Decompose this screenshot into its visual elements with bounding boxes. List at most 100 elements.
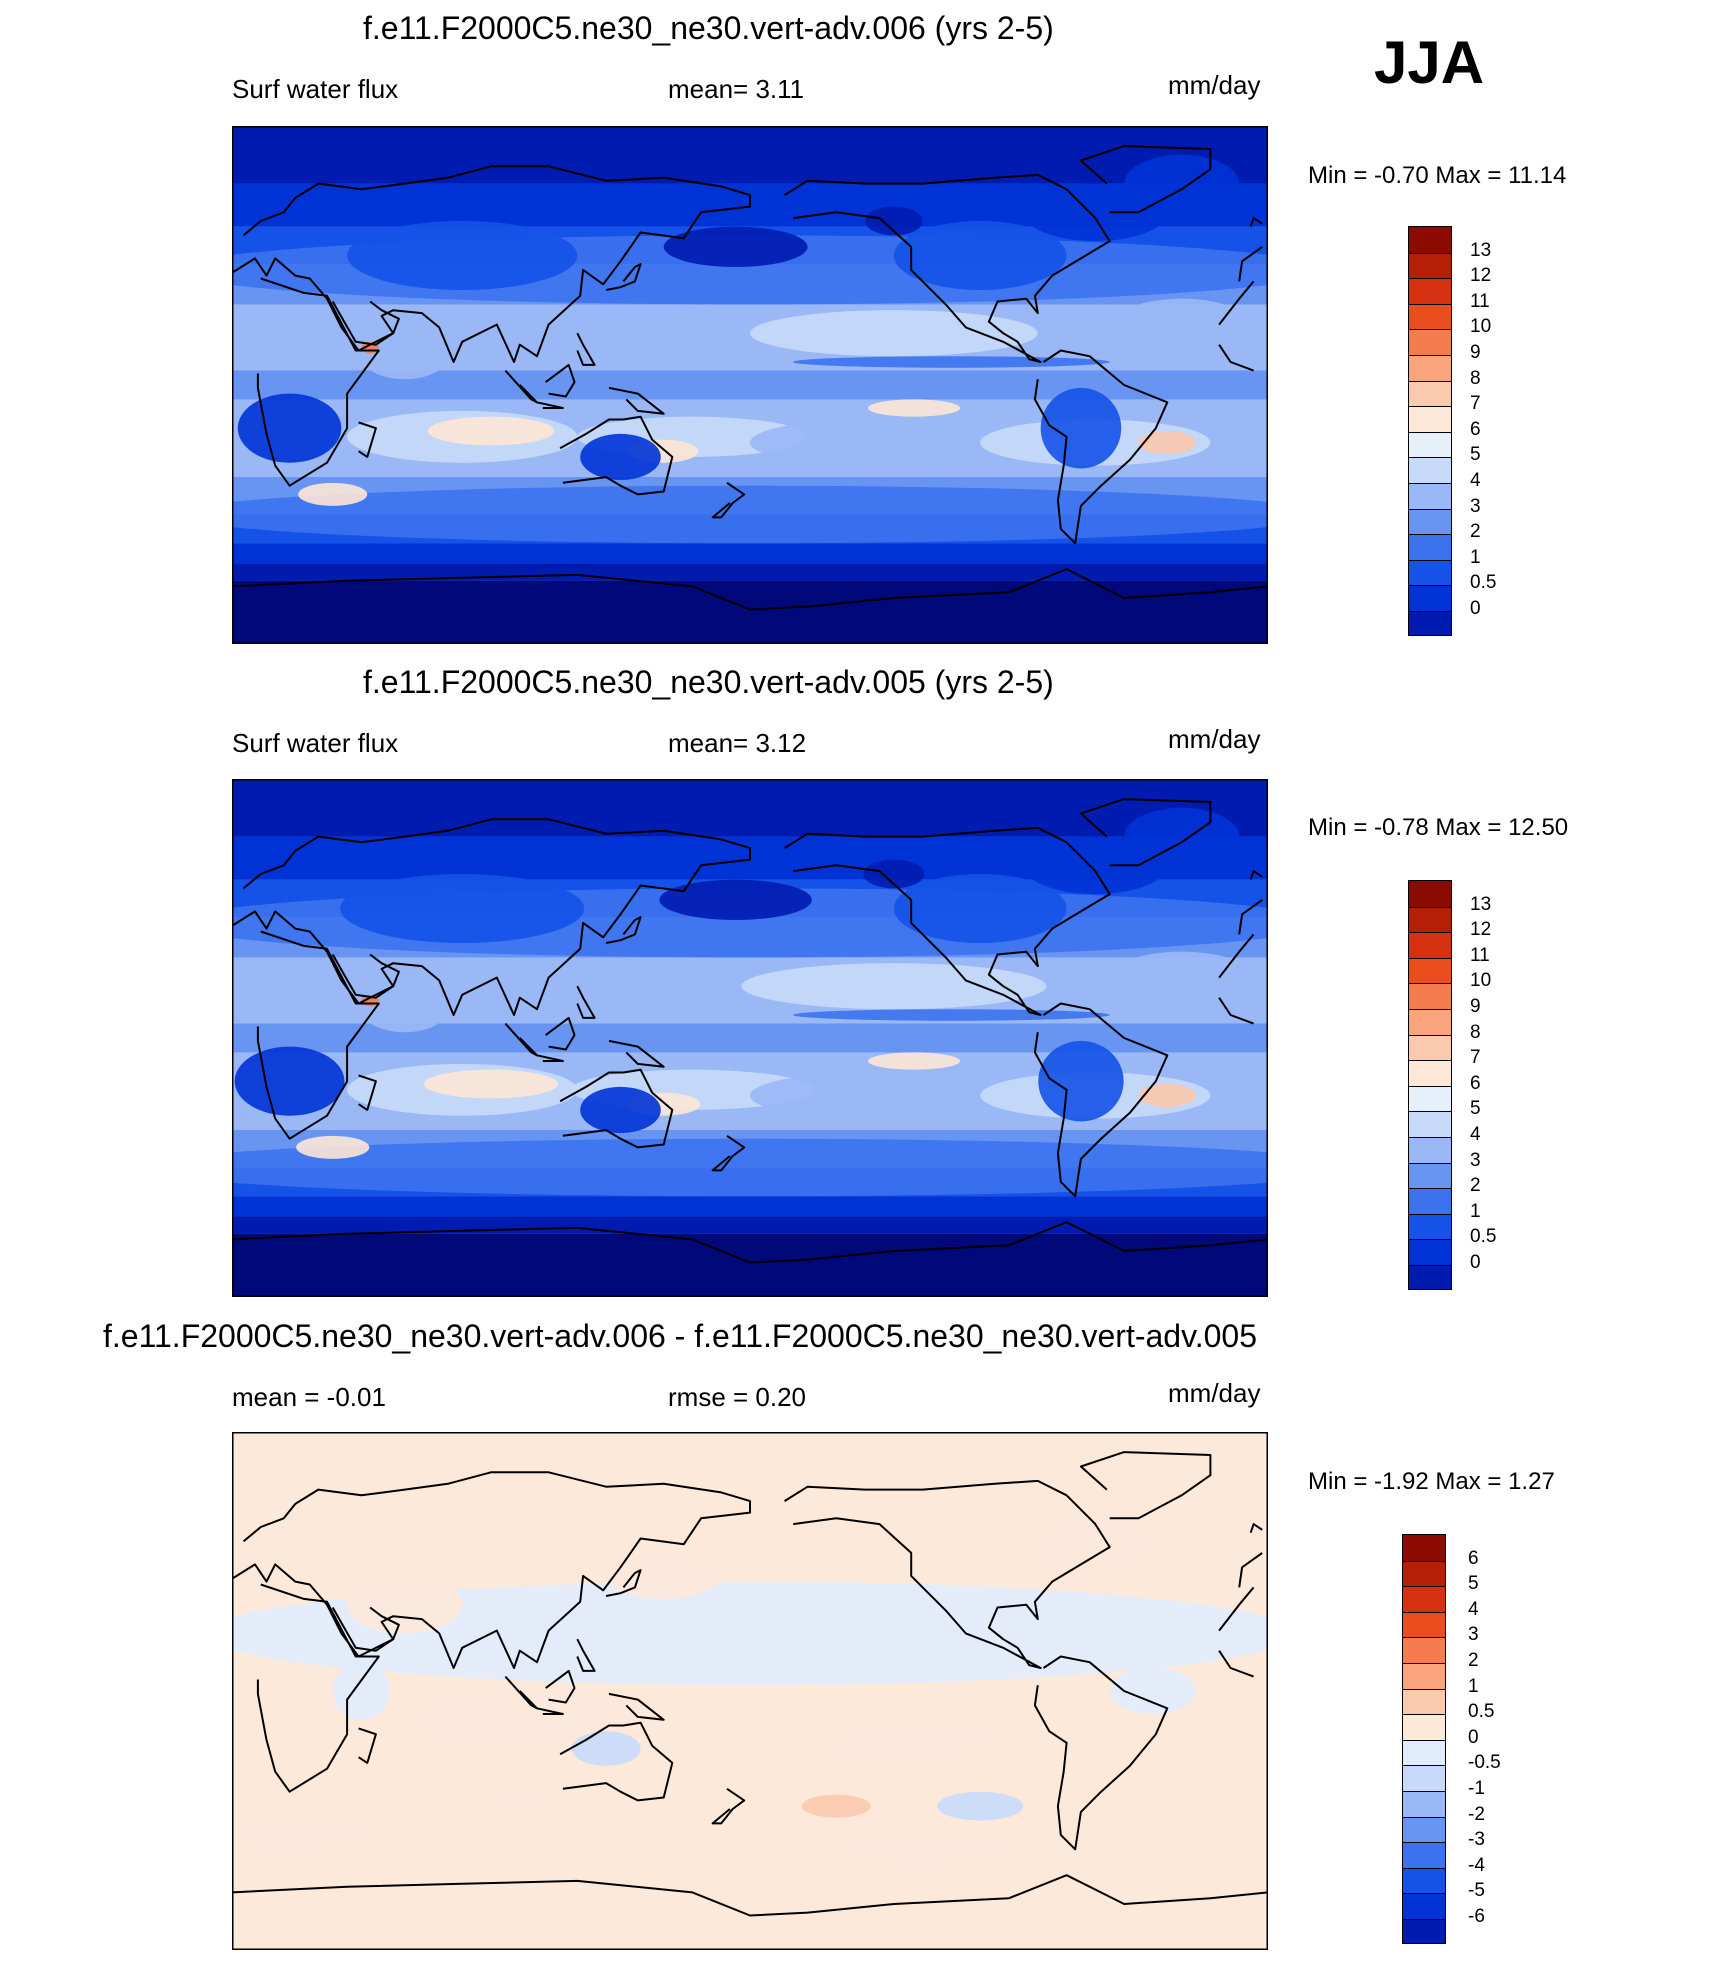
colorbar-tick-label: 1 — [1470, 1200, 1481, 1222]
colorbar-swatch — [1409, 227, 1451, 253]
colorbar-swatch — [1409, 881, 1451, 907]
colorbar-tick-label: 3 — [1470, 495, 1481, 517]
field-contour — [1138, 431, 1197, 455]
field-contour — [404, 1691, 635, 1749]
colorbar-swatch — [1409, 1265, 1451, 1289]
colorbar-swatch — [1409, 1239, 1451, 1265]
coastline — [783, 173, 1111, 363]
coastline — [504, 369, 538, 404]
coastline — [1033, 1655, 1169, 1851]
colorbar-swatch — [1403, 1688, 1445, 1715]
colorbar-box — [1402, 1534, 1446, 1944]
field-contour — [1038, 1040, 1124, 1122]
colorbar-tick-label: 13 — [1470, 893, 1492, 915]
colorbar-tick-label: 1 — [1470, 546, 1481, 568]
colorbar-tick-label: 1 — [1468, 1675, 1479, 1697]
colorbar-swatch — [1409, 559, 1451, 586]
panel-3-units: mm/day — [1168, 1378, 1261, 1408]
coastline — [783, 826, 1111, 1016]
coastline — [331, 1606, 400, 1652]
colorbar-tick-label: 0 — [1470, 1252, 1481, 1273]
colorbar-swatch — [1409, 1085, 1451, 1112]
field-contour — [361, 986, 448, 1033]
field-contour — [232, 485, 1268, 544]
colorbar-swatch — [1409, 431, 1451, 458]
coastline — [331, 953, 400, 999]
colorbar-swatch — [1409, 1137, 1451, 1163]
colorbar-tick-label: 3 — [1468, 1624, 1479, 1646]
panel-2-map — [232, 779, 1268, 1297]
colorbar-tick-label: 8 — [1470, 1021, 1481, 1043]
field-contour — [580, 433, 661, 480]
colorbar-swatch — [1409, 457, 1451, 483]
field-contour — [741, 963, 1047, 1010]
colorbar-tick-label: 13 — [1470, 239, 1492, 261]
coastline — [504, 1022, 538, 1057]
field-contour — [1023, 183, 1168, 242]
field-contour — [580, 1086, 661, 1133]
colorbar-tick-label: 2 — [1468, 1650, 1479, 1671]
field-contour — [1040, 387, 1122, 469]
coastline — [536, 1707, 564, 1715]
coastline — [559, 1068, 674, 1149]
field-contour — [232, 1581, 1268, 1686]
coastline — [545, 1669, 576, 1704]
colorbar-swatch — [1409, 508, 1451, 535]
colorbar-swatch — [1403, 1714, 1445, 1740]
coastline — [559, 415, 674, 496]
colorbar-tick-label: 2 — [1470, 1175, 1481, 1197]
colorbar-swatch — [1403, 1637, 1445, 1663]
field-contour — [1124, 154, 1240, 213]
colorbar-swatch — [1403, 1867, 1445, 1894]
coastline — [256, 277, 1255, 487]
coastline — [232, 568, 1268, 611]
coastline — [331, 300, 400, 346]
colorbar-swatch — [1409, 957, 1451, 984]
panel-2-variable: Surf water flux — [232, 728, 399, 758]
colorbar-swatch — [1403, 1663, 1445, 1689]
field-band — [232, 1216, 1268, 1234]
colorbar-tick-label: -0.5 — [1468, 1752, 1501, 1774]
field-contour — [476, 1794, 563, 1818]
colorbar-tick-label: 6 — [1470, 418, 1481, 440]
field-contour — [361, 333, 448, 380]
field-contour — [427, 416, 555, 446]
colorbar-tick-label: 5 — [1470, 444, 1481, 466]
colorbar-swatch — [1409, 1034, 1451, 1061]
coastline — [358, 1727, 377, 1764]
panel-2-units: mm/day — [1168, 724, 1261, 754]
season-label: JJA — [1374, 29, 1485, 96]
coastline — [232, 1471, 1263, 1669]
field-band — [232, 779, 1268, 837]
colorbar-tick-label: 7 — [1470, 1047, 1481, 1069]
colorbar-tick-label: 11 — [1470, 944, 1490, 966]
coastline — [232, 165, 1263, 363]
panel-2-minmax: Min = -0.78 Max = 12.50 — [1308, 814, 1569, 841]
field-band — [232, 580, 1268, 644]
colorbar-swatch — [1409, 406, 1451, 432]
field-contour — [793, 356, 1110, 368]
colorbar-tick-label: 9 — [1470, 996, 1481, 1017]
colorbar-tick-label: -2 — [1468, 1803, 1485, 1825]
coastline — [256, 1583, 1255, 1793]
coastline — [256, 930, 1255, 1140]
map-frame — [232, 1432, 1268, 1950]
field-contour — [867, 1052, 961, 1070]
coastline — [608, 1692, 665, 1721]
colorbar-swatch — [1409, 1111, 1451, 1137]
coastline — [576, 1638, 596, 1672]
colorbar-swatch — [1409, 1060, 1451, 1086]
coastline — [1033, 349, 1169, 545]
field-contour — [571, 1731, 641, 1766]
coastline — [605, 263, 642, 291]
panel-2-title: f.e11.F2000C5.ne30_ne30.vert-adv.005 (yr… — [363, 664, 1054, 700]
coastline — [576, 332, 596, 366]
coastline — [783, 1479, 1111, 1669]
colorbar-swatch — [1409, 585, 1451, 611]
panel-1-mean: mean= 3.11 — [668, 74, 805, 104]
colorbar-swatch — [1409, 252, 1451, 279]
coastline — [545, 1016, 576, 1051]
coastline — [559, 1721, 674, 1802]
field-band — [232, 563, 1268, 581]
colorbar-tick-label: 0.5 — [1470, 1226, 1497, 1248]
